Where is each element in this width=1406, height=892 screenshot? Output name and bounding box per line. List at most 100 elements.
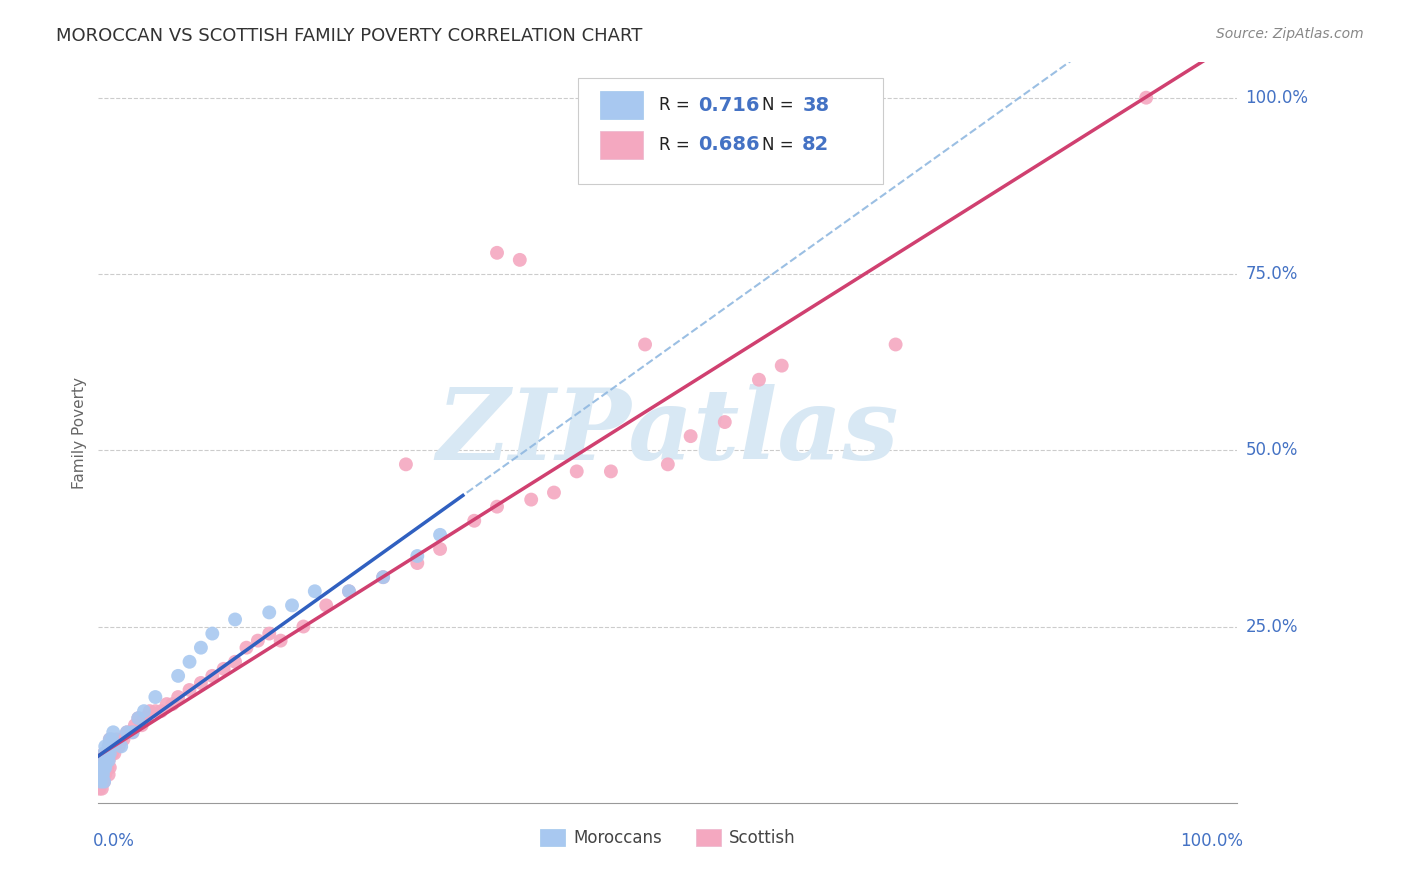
Point	[96, 760, 118, 774]
Point	[212, 662, 235, 676]
Point	[96, 747, 118, 761]
Point	[96, 747, 118, 761]
Point	[90, 767, 112, 781]
Point	[91, 754, 114, 768]
FancyBboxPatch shape	[599, 91, 643, 120]
Point	[98, 747, 121, 761]
Point	[167, 690, 190, 704]
Point	[90, 774, 112, 789]
Point	[748, 373, 770, 387]
Point	[120, 725, 142, 739]
Point	[101, 747, 124, 761]
Point	[121, 725, 143, 739]
Point	[679, 429, 702, 443]
Point	[121, 725, 143, 739]
Text: N =: N =	[762, 96, 799, 114]
Point	[96, 754, 118, 768]
Point	[90, 767, 112, 781]
Point	[406, 549, 429, 563]
Point	[138, 704, 160, 718]
Point	[93, 774, 115, 789]
Point	[93, 754, 115, 768]
Point	[179, 683, 201, 698]
Point	[90, 781, 112, 796]
Point	[98, 747, 121, 761]
Point	[150, 704, 173, 718]
Point	[167, 669, 190, 683]
Point	[162, 697, 184, 711]
Point	[91, 754, 114, 768]
Point	[98, 732, 121, 747]
Text: MOROCCAN VS SCOTTISH FAMILY POVERTY CORRELATION CHART: MOROCCAN VS SCOTTISH FAMILY POVERTY CORR…	[56, 27, 643, 45]
Text: 0.0%: 0.0%	[93, 832, 135, 850]
Point	[224, 612, 246, 626]
Point	[520, 492, 543, 507]
Point	[565, 464, 588, 478]
Text: R =: R =	[659, 96, 695, 114]
Point	[486, 500, 509, 514]
Point	[463, 514, 485, 528]
Point	[135, 711, 157, 725]
Point	[131, 718, 153, 732]
Point	[97, 767, 120, 781]
Point	[90, 760, 112, 774]
Point	[127, 711, 149, 725]
Point	[97, 739, 120, 754]
Text: 100.0%: 100.0%	[1180, 832, 1243, 850]
Point	[395, 458, 418, 472]
Point	[429, 528, 451, 542]
Point	[235, 640, 257, 655]
Point	[201, 626, 224, 640]
Text: 75.0%: 75.0%	[1246, 265, 1298, 283]
Text: 50.0%: 50.0%	[1246, 442, 1298, 459]
Point	[90, 760, 112, 774]
Point	[100, 739, 122, 754]
Point	[89, 781, 111, 796]
Point	[94, 754, 117, 768]
Point	[97, 739, 120, 754]
Text: Source: ZipAtlas.com: Source: ZipAtlas.com	[1216, 27, 1364, 41]
Point	[337, 584, 360, 599]
Point	[371, 570, 394, 584]
Point	[91, 767, 114, 781]
Point	[115, 725, 138, 739]
Point	[124, 718, 146, 732]
Text: 0.716: 0.716	[699, 95, 761, 115]
Point	[145, 704, 167, 718]
Point	[246, 633, 269, 648]
FancyBboxPatch shape	[578, 78, 883, 184]
Point	[93, 760, 115, 774]
Point	[96, 747, 118, 761]
Point	[509, 252, 531, 267]
Text: 100.0%: 100.0%	[1246, 88, 1309, 107]
Point	[281, 599, 304, 613]
Point	[96, 747, 118, 761]
Point	[259, 626, 281, 640]
Point	[101, 732, 124, 747]
Point	[224, 655, 246, 669]
Point	[543, 485, 565, 500]
Point	[90, 767, 112, 781]
Text: 0.686: 0.686	[699, 135, 761, 154]
Point	[93, 760, 115, 774]
Point	[93, 774, 115, 789]
Point	[103, 725, 125, 739]
Point	[179, 655, 201, 669]
Text: R =: R =	[659, 136, 695, 153]
Point	[91, 760, 114, 774]
Point	[98, 732, 121, 747]
Point	[315, 599, 337, 613]
Point	[201, 669, 224, 683]
Point	[103, 739, 125, 754]
Point	[259, 606, 281, 620]
Point	[132, 711, 155, 725]
Text: 25.0%: 25.0%	[1246, 617, 1298, 635]
Point	[110, 732, 132, 747]
Point	[292, 619, 315, 633]
Point	[406, 556, 429, 570]
Point	[127, 711, 149, 725]
Point	[371, 570, 394, 584]
Point	[486, 245, 509, 260]
Point	[93, 747, 115, 761]
Point	[337, 584, 360, 599]
